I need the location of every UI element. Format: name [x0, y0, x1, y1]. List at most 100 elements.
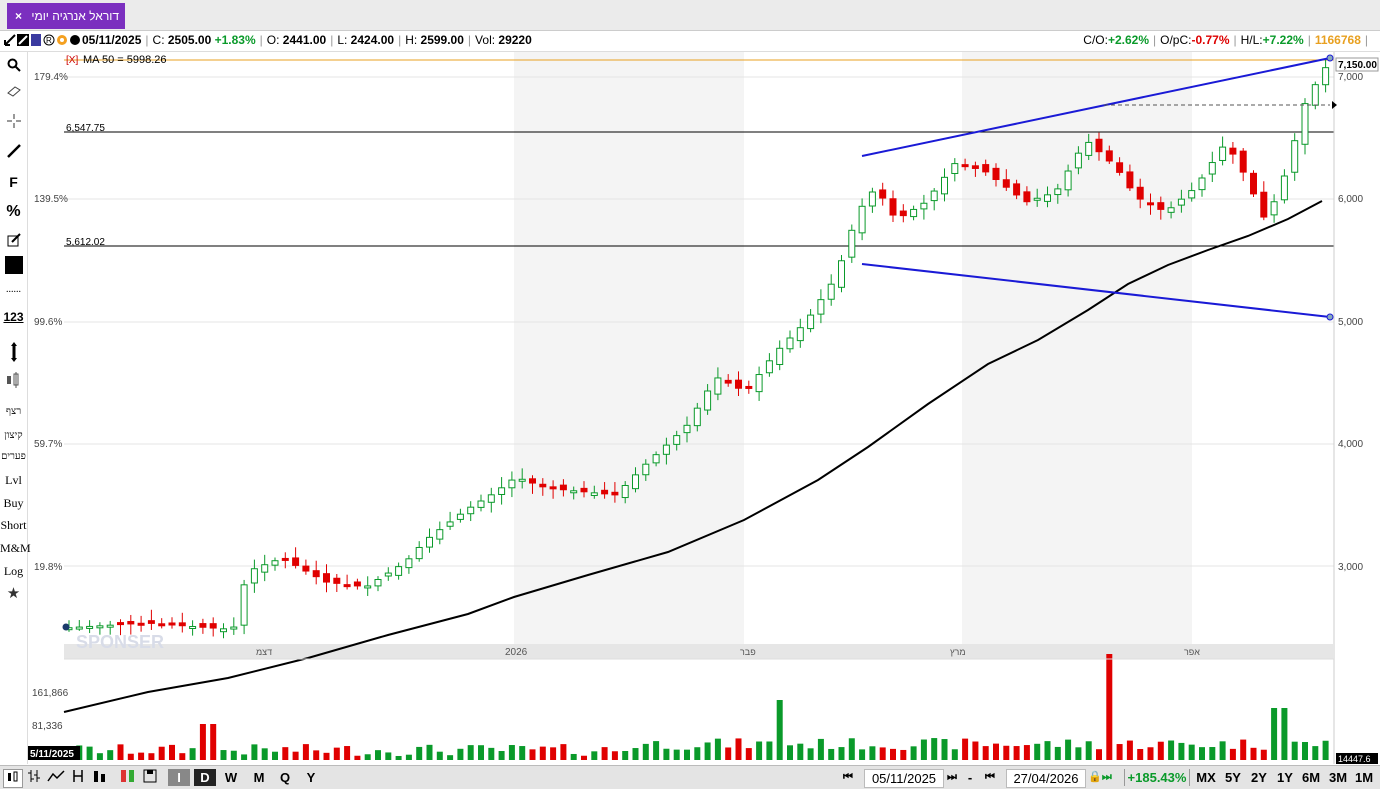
- channel-handle[interactable]: [1326, 313, 1334, 321]
- interval-yearly-button[interactable]: Y: [306, 770, 316, 785]
- search-icon[interactable]: [0, 58, 27, 76]
- candle: [745, 385, 753, 389]
- buy-tool[interactable]: Buy: [3, 496, 24, 510]
- volume-date-label: 5/11/2025: [30, 749, 74, 760]
- candle: [621, 484, 629, 499]
- pct-label: 139.5%: [34, 194, 68, 205]
- month-label: אפר: [1184, 647, 1200, 657]
- tab-close-icon[interactable]: ×: [15, 9, 23, 23]
- channel-lower-line[interactable]: [861, 263, 1331, 318]
- candle: [75, 626, 83, 630]
- period-1y-button[interactable]: 1Y: [1277, 770, 1293, 785]
- candle: [971, 165, 979, 169]
- vertical-line-icon[interactable]: [0, 342, 27, 366]
- candle: [704, 390, 712, 411]
- channel-handle[interactable]: [1326, 54, 1334, 62]
- sequence-tool[interactable]: רצף: [5, 406, 22, 417]
- volume-bar: [1003, 745, 1010, 760]
- candle: [333, 577, 341, 584]
- line-width-tool[interactable]: 123: [3, 310, 24, 324]
- candlestick-type-icon[interactable]: [3, 769, 23, 788]
- end-prev-icon[interactable]: ⏮: [985, 771, 995, 783]
- candle: [106, 624, 114, 628]
- end-date-field[interactable]: 27/04/2026: [1006, 769, 1086, 788]
- start-date-field[interactable]: 05/11/2025: [864, 769, 944, 788]
- draw-toggle-icon[interactable]: [4, 34, 16, 46]
- security-id: 1166768: [1314, 33, 1361, 47]
- candle: [1188, 190, 1196, 199]
- alert-icon[interactable]: [56, 34, 68, 46]
- crosshair-icon[interactable]: [0, 114, 27, 132]
- candle: [127, 621, 135, 625]
- candle-settings-icon[interactable]: [0, 372, 27, 392]
- volume-bar: [807, 748, 814, 760]
- period-1m-button[interactable]: 1M: [1354, 770, 1374, 785]
- candle: [570, 490, 578, 494]
- start-next-icon[interactable]: ⏭: [947, 771, 957, 783]
- fibonacci-tool[interactable]: F: [9, 174, 18, 190]
- chart-tab[interactable]: × דוראל אנרגיה יומי: [7, 3, 125, 29]
- log-tool[interactable]: Log: [3, 564, 24, 578]
- interval-weekly-button[interactable]: W: [224, 770, 238, 785]
- edit-icon[interactable]: [0, 233, 27, 251]
- interval-quarterly-button[interactable]: Q: [279, 770, 291, 785]
- ma-line[interactable]: [63, 200, 1323, 713]
- volume-bar: [745, 748, 752, 760]
- volume-axis-label: 81,336: [32, 721, 63, 732]
- candle: [539, 483, 547, 488]
- volume-bar: [529, 749, 536, 760]
- extreme-tool[interactable]: קיצון: [4, 430, 23, 441]
- start-prev-icon[interactable]: ⏮: [843, 771, 853, 783]
- candle: [1219, 146, 1227, 161]
- volume-bar: [364, 754, 371, 760]
- save-icon[interactable]: [142, 769, 158, 786]
- price-chart[interactable]: [X] MA 50 = 5998.26 6,547.75 5,612.02 17…: [28, 52, 1380, 764]
- percent-tool[interactable]: %: [6, 203, 21, 220]
- period-5y-button[interactable]: 5Y: [1225, 770, 1241, 785]
- candles: [65, 58, 1330, 639]
- trend-line-icon[interactable]: [0, 144, 27, 162]
- candle: [426, 536, 433, 548]
- lock-next-icon[interactable]: 🔒⏭: [1088, 771, 1112, 783]
- lvl-tool[interactable]: Lvl: [5, 473, 22, 487]
- ohlc-type-icon[interactable]: [26, 769, 42, 786]
- volume-bar: [405, 754, 412, 760]
- period-2y-button[interactable]: 2Y: [1251, 770, 1267, 785]
- line-type-icon[interactable]: [46, 769, 66, 786]
- mm-tool[interactable]: M&M: [0, 541, 31, 555]
- interval-daily-button[interactable]: D: [194, 769, 216, 786]
- candle: [899, 210, 907, 217]
- period-max-button[interactable]: MX: [1196, 770, 1216, 785]
- volume-bar: [1147, 747, 1154, 760]
- short-tool[interactable]: Short: [0, 518, 27, 532]
- gaps-tool[interactable]: פערים: [1, 451, 26, 462]
- registered-icon[interactable]: R: [43, 34, 55, 46]
- color-candles-icon[interactable]: [118, 769, 138, 786]
- candle: [1167, 207, 1175, 213]
- zoom-tool-icon[interactable]: [17, 34, 29, 46]
- chart-area[interactable]: [X] MA 50 = 5998.26 6,547.75 5,612.02 17…: [28, 52, 1380, 764]
- ma-remove-label[interactable]: [X]: [66, 55, 78, 66]
- bookmark-icon[interactable]: [30, 34, 42, 46]
- volume-value: 29220: [498, 33, 532, 47]
- star-icon[interactable]: ★: [6, 586, 21, 602]
- candle: [323, 573, 330, 583]
- interval-monthly-button[interactable]: M: [253, 770, 265, 785]
- high-value: 2599.00: [420, 33, 464, 47]
- bars-type-icon[interactable]: [92, 769, 108, 786]
- volume-bar: [282, 747, 289, 760]
- candle: [343, 584, 351, 588]
- period-3m-button[interactable]: 3M: [1328, 770, 1348, 785]
- color-swatch[interactable]: [0, 256, 27, 278]
- period-6m-button[interactable]: 6M: [1301, 770, 1321, 785]
- interval-intraday-button[interactable]: I: [168, 769, 190, 786]
- indicator-icon[interactable]: [69, 34, 81, 46]
- line-style-tool[interactable]: ......: [6, 284, 21, 295]
- hlc-type-icon[interactable]: [70, 769, 86, 786]
- candle: [364, 585, 372, 589]
- candle: [1033, 197, 1041, 201]
- volume-bar: [138, 752, 145, 760]
- channel-upper-line[interactable]: [861, 57, 1331, 157]
- volume-bar: [1291, 741, 1298, 760]
- eraser-icon[interactable]: [0, 85, 27, 101]
